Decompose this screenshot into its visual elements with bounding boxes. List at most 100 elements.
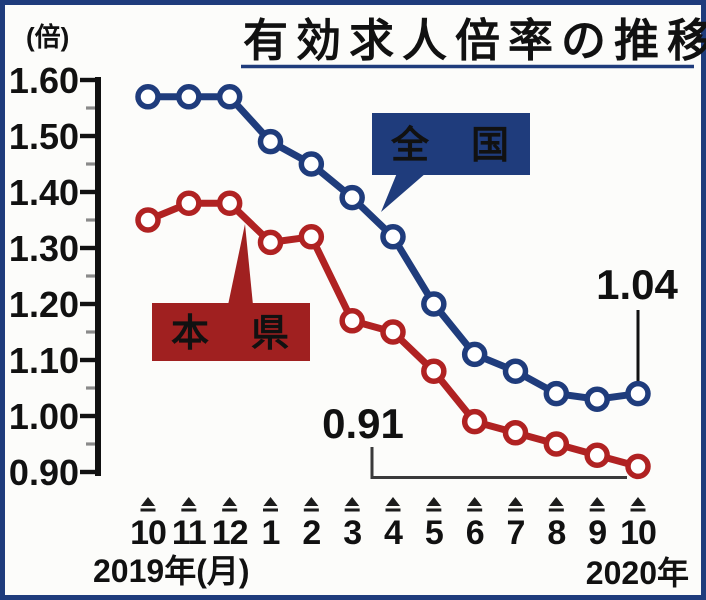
x-tick-label: 3 — [343, 514, 361, 552]
annotation-value-prefecture: 0.91 — [322, 400, 404, 447]
x-axis: 10 11 12 1 2 3 4 5 6 7 8 9 10 — [130, 497, 657, 552]
callout-box-national — [372, 113, 530, 175]
y-major-tick — [80, 469, 95, 475]
y-tick-label: 1.20 — [9, 284, 79, 325]
x-tick-arrow-icon — [222, 497, 237, 506]
y-minor-tick — [86, 442, 95, 446]
x-tick-label: 10 — [130, 514, 166, 552]
data-point-national-m4 — [380, 224, 406, 250]
x-tick-arrow-icon — [141, 497, 155, 506]
data-point-national-m10 — [135, 84, 161, 110]
x-tick-arrow-base — [181, 508, 197, 512]
x-tick-arrow-base — [507, 508, 523, 512]
data-point-prefecture-m6 — [461, 408, 488, 435]
series-national — [135, 84, 651, 412]
y-tick-label: 0.90 — [9, 452, 79, 493]
x-tick-arrow-base — [344, 508, 360, 512]
x-tick-label: 1 — [262, 514, 280, 552]
y-major-tick — [80, 357, 95, 363]
x-tick-arrow-base — [548, 508, 564, 512]
x-axis-caption-2019: 2019年(月) — [93, 553, 250, 589]
y-major-tick — [80, 189, 95, 195]
data-point-national-m8 — [543, 380, 570, 407]
x-tick-arrow-base — [222, 508, 238, 512]
y-tick-label: 1.00 — [9, 396, 79, 437]
x-tick-arrow-base — [262, 508, 278, 512]
data-point-national-m10 — [625, 380, 651, 407]
x-tick-label: 9 — [588, 514, 606, 552]
data-point-prefecture-m8 — [543, 431, 570, 457]
data-point-prefecture-m7 — [502, 420, 529, 446]
legend-label-national: 全 国 — [390, 124, 511, 167]
y-major-tick — [80, 77, 95, 83]
x-tick-arrow-icon — [345, 497, 360, 506]
y-major-tick — [80, 301, 95, 307]
y-tick-label: 1.60 — [9, 60, 79, 101]
x-tick-label: 12 — [212, 514, 248, 552]
y-major-tick — [80, 245, 95, 251]
y-minor-tick — [86, 106, 95, 110]
data-point-national-m7 — [502, 358, 529, 384]
y-axis-bar — [95, 77, 101, 476]
x-tick-arrow-base — [630, 508, 646, 512]
data-point-prefecture-m4 — [380, 319, 406, 345]
y-minor-tick — [86, 162, 95, 166]
x-tick-label: 7 — [507, 514, 525, 552]
y-tick-label: 1.50 — [9, 116, 79, 157]
x-tick-label: 8 — [547, 514, 565, 552]
annotation-bracket-prefecture — [370, 447, 627, 479]
annotation-value-national: 1.04 — [596, 261, 678, 308]
data-point-prefecture-m1 — [257, 229, 284, 256]
x-tick-arrow-base — [140, 508, 156, 512]
x-tick-label: 11 — [172, 514, 206, 552]
data-point-prefecture-m10 — [135, 207, 161, 233]
x-tick-arrow-icon — [508, 497, 523, 506]
data-point-national-m12 — [216, 84, 243, 110]
chart-title: 有効求人倍率の推移 — [243, 15, 706, 66]
x-tick-arrow-icon — [467, 497, 482, 506]
data-point-national-m1 — [257, 128, 284, 155]
y-minor-tick — [86, 330, 95, 334]
y-minor-tick — [86, 274, 95, 278]
data-point-national-m6 — [461, 341, 488, 368]
x-tick-label: 6 — [466, 514, 484, 552]
data-point-prefecture-m5 — [421, 358, 447, 384]
callout-tail-national — [381, 173, 426, 212]
callout-box-prefecture — [152, 303, 310, 361]
legend-callout-national: 全 国 — [372, 113, 530, 212]
data-point-prefecture-m10 — [625, 453, 651, 480]
x-axis-caption-2020: 2020年 — [586, 555, 689, 591]
x-tick-arrow-base — [589, 508, 605, 512]
data-point-national-m9 — [584, 386, 610, 412]
y-minor-tick — [86, 218, 95, 222]
legend-label-prefecture: 本 県 — [171, 313, 291, 355]
data-point-prefecture-m3 — [339, 308, 365, 334]
x-tick-arrow-base — [303, 508, 319, 512]
y-tick-label: 1.30 — [9, 228, 79, 269]
x-tick-arrow-base — [426, 508, 442, 512]
data-point-prefecture-m9 — [584, 442, 610, 468]
y-tick-label: 1.40 — [9, 172, 79, 213]
data-point-national-m11 — [176, 84, 202, 110]
x-tick-arrow-icon — [385, 497, 400, 506]
x-tick-arrow-icon — [590, 497, 605, 506]
x-tick-label: 4 — [384, 514, 403, 552]
y-minor-tick — [86, 386, 95, 390]
callout-tail-prefecture — [228, 224, 253, 305]
data-point-national-m2 — [298, 151, 325, 177]
x-tick-arrow-icon — [263, 497, 278, 506]
series-prefecture — [135, 190, 651, 480]
y-major-tick — [80, 413, 95, 419]
x-tick-arrow-base — [467, 508, 483, 512]
data-point-national-m3 — [339, 184, 365, 211]
y-axis: 1.60 1.50 1.40 1.30 1.20 1.10 1.00 0.90 — [9, 60, 101, 493]
chart-series — [135, 84, 651, 480]
y-axis-unit-label: (倍) — [26, 22, 69, 52]
x-tick-label: 5 — [425, 514, 443, 552]
legend-callout-prefecture: 本 県 — [152, 224, 310, 361]
x-tick-label: 2 — [302, 514, 320, 552]
x-tick-arrow-base — [385, 508, 401, 512]
x-tick-arrow-icon — [426, 497, 441, 506]
data-point-prefecture-m11 — [176, 190, 202, 216]
